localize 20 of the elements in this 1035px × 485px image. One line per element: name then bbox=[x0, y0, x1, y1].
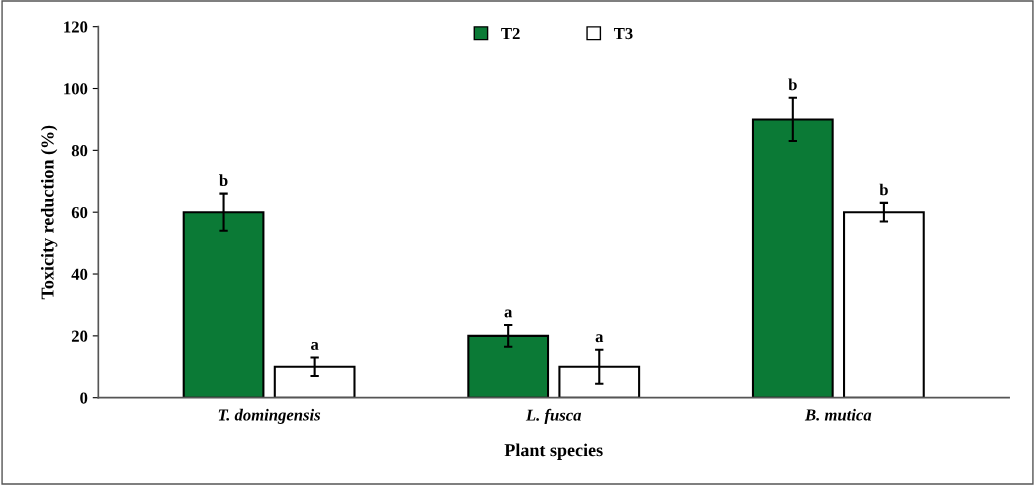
annotation: a bbox=[595, 334, 604, 343]
annotation: a bbox=[504, 309, 513, 318]
y-tick-label: 0 bbox=[80, 392, 88, 404]
legend-label: T3 bbox=[613, 27, 633, 40]
y-tick-label: 60 bbox=[71, 206, 88, 219]
y-tick-label: 120 bbox=[64, 21, 88, 33]
y-tick-label: 40 bbox=[71, 268, 88, 280]
x-tick-label: T. domingensis bbox=[218, 408, 321, 424]
x-axis-title: Plant species bbox=[504, 443, 603, 460]
legend-label: T2 bbox=[501, 27, 520, 39]
y-tick-label: 100 bbox=[64, 83, 88, 95]
x-tick-label: B. mutica bbox=[804, 408, 872, 421]
annotation: b bbox=[788, 78, 797, 91]
y-tick-label: 80 bbox=[71, 145, 88, 157]
annotation: b bbox=[879, 183, 888, 196]
annotation: a bbox=[311, 341, 319, 350]
annotation: b bbox=[219, 174, 228, 187]
y-axis-title: Toxicity reduction (%) bbox=[40, 125, 58, 300]
x-tick-label: L. fusca bbox=[525, 408, 582, 425]
y-tick-label: 20 bbox=[71, 330, 88, 342]
